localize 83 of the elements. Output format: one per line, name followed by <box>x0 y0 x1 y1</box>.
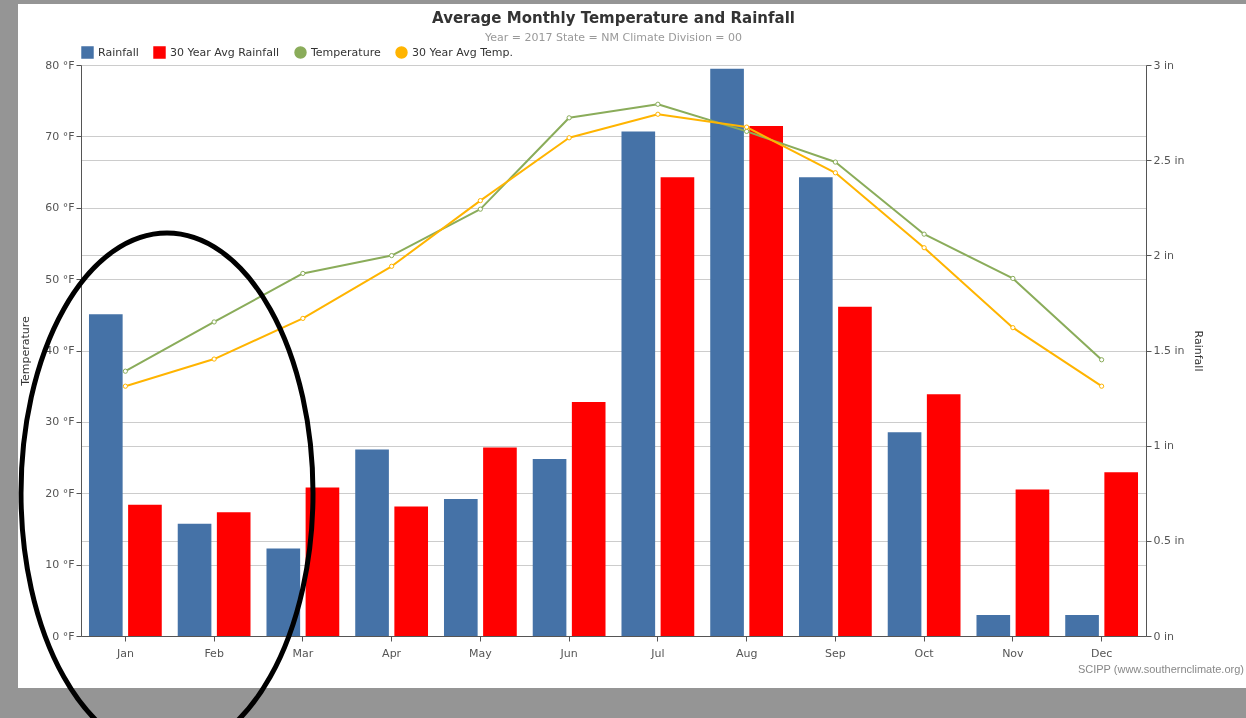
x-tick-label: Oct <box>914 646 935 660</box>
point <box>1099 357 1105 363</box>
point <box>211 356 217 362</box>
point <box>744 124 750 130</box>
legend-label: Rainfall <box>98 45 139 59</box>
x-tick-label: Dec <box>1090 646 1113 660</box>
x-tick-label: Jun <box>559 646 578 660</box>
legend-label: Temperature <box>310 45 381 59</box>
point <box>1010 325 1016 331</box>
bar <box>177 523 212 636</box>
y2-tick-label: 1.5 in <box>1153 344 1185 357</box>
bar <box>443 498 478 636</box>
point <box>389 263 395 269</box>
point <box>566 115 572 121</box>
x-tick-label: Sep <box>825 646 846 660</box>
point <box>744 128 750 134</box>
legend-label: 30 Year Avg Rainfall <box>170 45 280 59</box>
y-tick-label: 20 °F <box>45 486 75 500</box>
bar <box>1104 472 1139 636</box>
point <box>566 135 572 141</box>
bar <box>483 447 517 636</box>
bar <box>355 449 389 636</box>
point <box>921 245 927 251</box>
y2-tick-label: 2.5 in <box>1153 153 1185 167</box>
point <box>211 319 217 325</box>
x-tick-label: Jul <box>650 646 665 660</box>
bar <box>660 177 695 636</box>
point <box>122 383 128 389</box>
bar <box>621 131 656 636</box>
x-tick-label: Apr <box>382 646 402 660</box>
bar <box>88 314 123 636</box>
y-tick-label: 30 °F <box>45 415 75 429</box>
point <box>300 315 306 321</box>
x-tick-label: Jan <box>115 646 134 660</box>
point <box>655 101 661 107</box>
y2-tick-label: 1 in <box>1153 439 1175 453</box>
point <box>122 368 128 374</box>
x-tick-label: Aug <box>735 646 758 660</box>
y2-tick-label: 3 in <box>1153 58 1175 72</box>
chart-title: Average Monthly Temperature and Rainfall <box>432 9 795 27</box>
y-axis-title: Temperature <box>19 315 33 387</box>
y2-tick-label: 0 in <box>1153 629 1175 643</box>
bar <box>798 177 833 636</box>
chart-subtitle: Year = 2017 State = NM Climate Division = 00 <box>483 31 743 44</box>
y-tick-label: 60 °F <box>45 201 75 215</box>
bar <box>710 68 744 636</box>
bar <box>1065 615 1099 636</box>
x-tick-label: Mar <box>292 646 314 660</box>
bar <box>216 512 251 636</box>
point <box>655 111 661 117</box>
x-tick-label: May <box>469 646 493 660</box>
y-tick-label: 50 °F <box>45 272 75 286</box>
point <box>921 231 927 237</box>
point <box>832 159 838 165</box>
y-tick-label: 10 °F <box>45 558 75 572</box>
bar <box>887 432 922 636</box>
bar <box>571 401 606 636</box>
point <box>1010 275 1016 282</box>
y-tick-label: 0 °F <box>52 629 75 643</box>
bar <box>976 615 1011 636</box>
bar <box>838 306 872 636</box>
text: SCIPP (www.southernclimate.org) <box>1077 663 1244 675</box>
point <box>477 206 483 212</box>
bar <box>926 394 961 636</box>
x-tick-label: Feb <box>204 646 224 660</box>
point <box>389 252 395 259</box>
x-tick-label: Nov <box>1002 646 1025 660</box>
point <box>1099 383 1105 389</box>
bar <box>128 504 162 636</box>
y2-axis-title: Rainfall <box>1191 330 1205 372</box>
y2-tick-label: 2 in <box>1153 248 1175 262</box>
point <box>832 170 838 176</box>
y2-tick-label: 0.5 in <box>1153 534 1185 548</box>
bar <box>394 506 429 636</box>
point <box>300 270 306 277</box>
y-tick-label: 70 °F <box>45 129 75 143</box>
bar <box>749 125 784 636</box>
y-tick-label: 80 °F <box>45 58 75 72</box>
bar <box>532 458 567 636</box>
legend-label: 30 Year Avg Temp. <box>412 45 513 59</box>
bar <box>266 548 301 636</box>
bar <box>1015 489 1050 636</box>
point <box>477 198 483 204</box>
